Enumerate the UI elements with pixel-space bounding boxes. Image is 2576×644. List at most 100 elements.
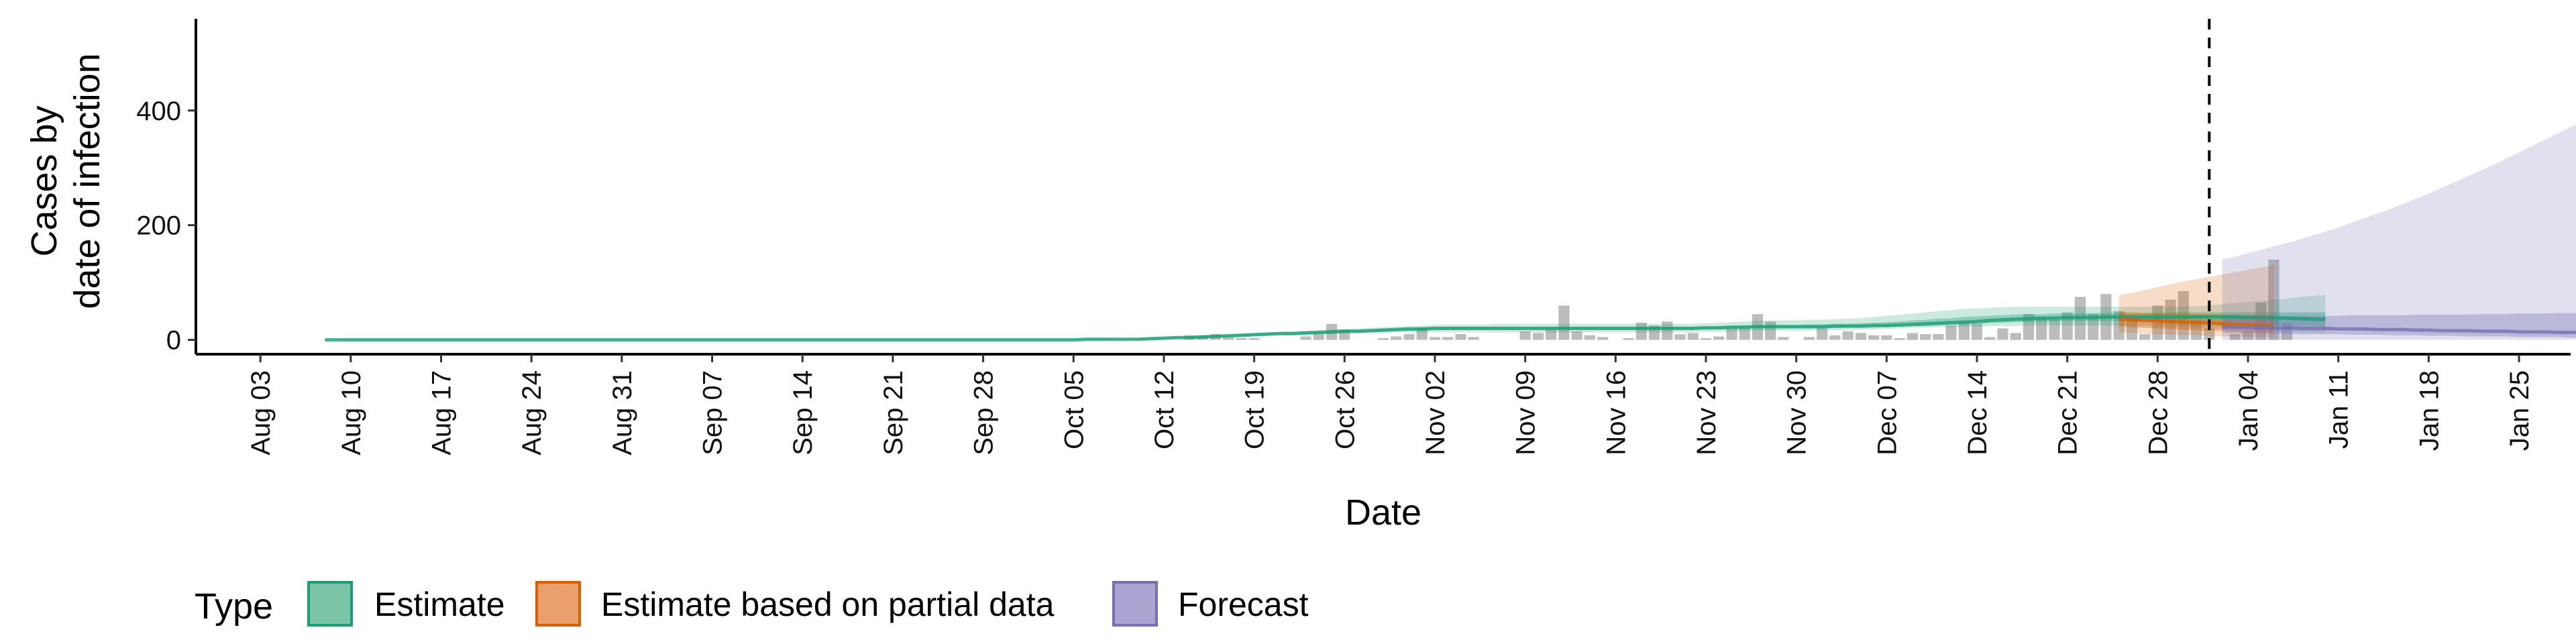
observed-bar <box>1455 334 1466 340</box>
observed-bar <box>1700 338 1712 340</box>
x-tick-label: Nov 30 <box>1782 370 1812 455</box>
x-tick-label: Aug 31 <box>608 370 637 455</box>
observed-bar <box>2204 328 2215 340</box>
observed-bar <box>1997 328 2008 340</box>
observed-bar <box>1868 335 1880 340</box>
observed-bar <box>1829 335 1841 340</box>
legend-label-forecast: Forecast <box>1178 586 1309 623</box>
x-tick-label: Aug 17 <box>427 370 457 455</box>
estimate-bands <box>325 124 2576 340</box>
x-tick-label: Dec 21 <box>2053 370 2083 455</box>
legend-title: Type <box>195 586 273 627</box>
x-tick-label: Jan 18 <box>2414 370 2444 451</box>
observed-bar <box>2036 318 2047 340</box>
observed-bar <box>2126 317 2137 340</box>
observed-bar <box>2088 314 2099 340</box>
x-tick-label: Nov 23 <box>1692 370 1721 455</box>
x-tick-label: Oct 12 <box>1150 370 1179 449</box>
observed-bar <box>1558 305 1570 340</box>
estimate-center-line <box>325 315 2326 342</box>
y-axis-ticks: 0 200 400 <box>136 97 196 356</box>
observed-bar <box>1971 323 1983 340</box>
partial-center-line <box>2118 317 2274 328</box>
observed-bar <box>1817 328 1828 340</box>
observed-bar <box>2165 299 2176 340</box>
x-tick-label: Aug 03 <box>246 370 276 455</box>
observed-bar <box>1945 325 1957 340</box>
observed-bar <box>1416 328 1428 340</box>
observed-bar <box>1584 335 1595 340</box>
legend-swatch-partial <box>535 581 581 627</box>
x-tick-label: Nov 02 <box>1421 370 1450 455</box>
x-tick-label: Nov 16 <box>1601 370 1631 455</box>
observed-bar <box>2191 319 2202 340</box>
observed-bar <box>1546 329 1557 340</box>
observed-bar <box>1391 336 1402 340</box>
observed-bar <box>1674 334 1686 340</box>
x-tick-label: Jan 11 <box>2324 370 2354 449</box>
observed-bar <box>1377 338 1389 340</box>
observed-bar <box>1855 333 1866 340</box>
observed-bar <box>1597 337 1609 340</box>
x-tick-label: Sep 07 <box>698 370 728 455</box>
observed-bar <box>1881 335 1892 340</box>
forecast-outer-band <box>2222 124 2576 340</box>
observed-bar <box>1571 331 1582 340</box>
observed-bar <box>1687 333 1699 340</box>
observed-bar <box>1248 338 1260 340</box>
x-tick-label: Sep 21 <box>879 370 908 455</box>
observed-bar <box>1907 333 1918 340</box>
observed-bar <box>1958 321 1970 340</box>
estimate-inner-band <box>325 312 2326 340</box>
observed-bar <box>1223 337 1234 340</box>
x-tick-label: Dec 28 <box>2143 370 2173 455</box>
observed-bar <box>1442 337 1454 340</box>
observed-bar <box>1429 337 1441 340</box>
estimate-outer-band <box>325 295 2326 340</box>
observed-bar <box>1920 334 1931 340</box>
observed-bar <box>1468 337 1479 340</box>
x-tick-label: Oct 19 <box>1240 370 1270 449</box>
observed-bar <box>1739 328 1750 340</box>
legend-swatch-forecast <box>1112 581 1158 627</box>
y-axis-title-line-1: Cases by <box>24 105 64 256</box>
observed-bar <box>1894 338 1905 340</box>
x-tick-label: Aug 10 <box>337 370 366 455</box>
observed-bar <box>1300 336 1311 340</box>
observed-bar <box>1313 333 1324 340</box>
observed-bar <box>2229 334 2241 340</box>
observed-bar <box>1236 338 1247 340</box>
y-tick-label: 400 <box>136 97 181 126</box>
observed-bar <box>2152 305 2163 340</box>
observed-bar <box>1532 333 1544 340</box>
x-tick-label: Oct 26 <box>1330 370 1360 449</box>
x-tick-label: Jan 04 <box>2234 370 2263 451</box>
observed-bar <box>1933 334 1944 340</box>
observed-bar <box>1726 328 1737 340</box>
y-tick-label: 0 <box>166 326 181 356</box>
observed-bar <box>1984 337 1996 340</box>
observed-bar <box>1662 321 1673 340</box>
observed-bar <box>2242 331 2254 340</box>
x-tick-label: Nov 09 <box>1511 370 1541 455</box>
legend-label-partial: Estimate based on partial data <box>601 586 1055 623</box>
axes <box>195 19 2571 356</box>
observed-bar <box>1713 336 1725 340</box>
observed-bar <box>1623 338 1634 340</box>
x-tick-label: Sep 14 <box>788 370 818 455</box>
x-axis-title: Date <box>1345 492 1421 533</box>
legend-label-estimate: Estimate <box>374 586 505 623</box>
y-tick-label: 200 <box>136 211 181 241</box>
legend-swatch-estimate <box>307 581 353 627</box>
x-tick-label: Sep 28 <box>969 370 999 455</box>
observed-bar <box>1519 331 1531 340</box>
x-axis-ticks: Aug 03 Aug 10 Aug 17 Aug 24 Aug 31 Sep 07 Sep … <box>246 354 2534 455</box>
y-axis-title: Cases by date of infection <box>24 53 107 309</box>
x-tick-label: Jan 25 <box>2505 370 2534 451</box>
x-tick-label: Oct 05 <box>1059 370 1089 449</box>
observed-bar <box>2049 319 2060 340</box>
legend: Type Estimate Estimate based on partial … <box>195 581 1309 627</box>
observed-bar <box>1803 337 1815 340</box>
y-axis-title-line-2: date of infection <box>67 53 107 309</box>
